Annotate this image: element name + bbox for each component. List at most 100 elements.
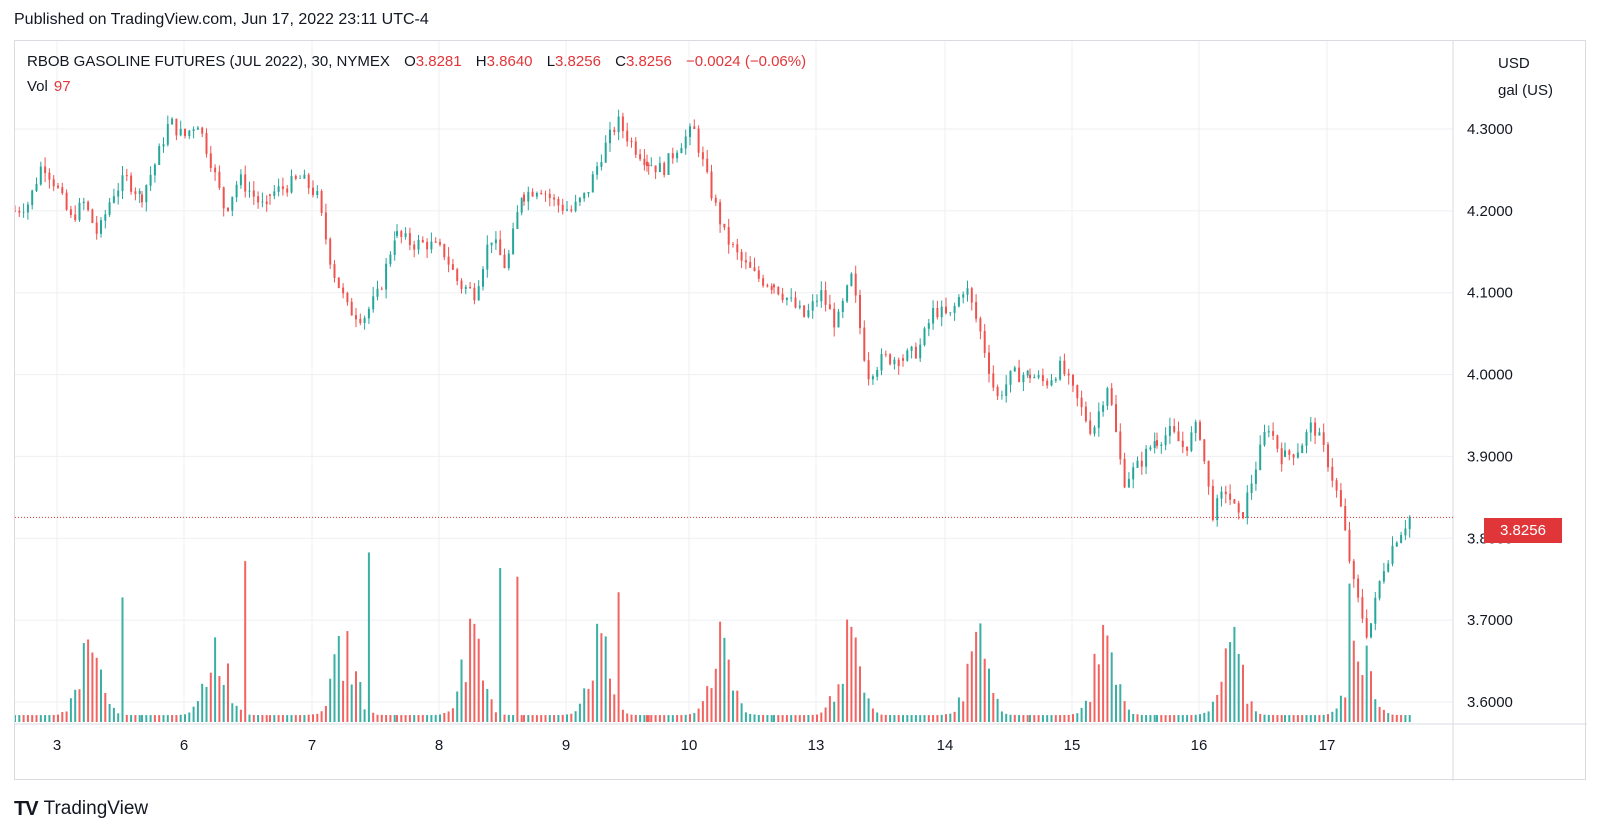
volume-bar [1160, 715, 1163, 722]
volume-bar [1156, 715, 1158, 722]
volume-bar [970, 651, 973, 722]
volume-bar [1026, 715, 1029, 722]
volume-bar [1199, 714, 1201, 722]
volume-bar [833, 701, 836, 722]
volume-bar [893, 715, 896, 722]
volume-bar [196, 701, 199, 722]
volume-bar [329, 678, 332, 722]
volume-bar [1029, 715, 1031, 722]
volume-bar [1314, 715, 1317, 722]
volume-bar [434, 714, 437, 722]
volume-bar [650, 715, 653, 722]
volume-bar [1050, 715, 1053, 722]
volume-bar [1220, 681, 1223, 722]
volume-bar [639, 715, 642, 722]
volume-bar [65, 711, 68, 722]
volume-bar [684, 714, 687, 722]
volume-bar [443, 713, 446, 722]
volume-bar [201, 683, 204, 722]
volume-bar [1322, 714, 1325, 722]
volume-bar [87, 639, 90, 722]
volume-bar [1263, 714, 1266, 722]
volume-bar [919, 715, 922, 722]
volume-bar [544, 715, 547, 722]
volume-bar [906, 715, 909, 722]
volume-bar [408, 715, 411, 722]
volume-bar [134, 715, 137, 722]
volume-bar [257, 715, 260, 722]
volume-bar [1033, 715, 1036, 722]
volume-bar [303, 715, 306, 722]
volume-bar [162, 715, 165, 722]
volume-bar [647, 715, 650, 722]
x-tick-label: 6 [180, 737, 188, 754]
volume-bar [992, 693, 995, 722]
brand-name: TradingView [43, 798, 149, 819]
volume-bar [850, 626, 853, 722]
x-tick-label: 13 [808, 737, 825, 754]
volume-bar [1106, 635, 1109, 722]
volume-bar [57, 714, 59, 722]
volume-bar [385, 715, 388, 722]
volume-bar [1022, 715, 1025, 722]
volume-bar [957, 697, 960, 722]
volume-bar [807, 715, 810, 722]
volume-bar [988, 668, 990, 722]
volume-bar [456, 691, 459, 722]
volume-bar [1164, 715, 1167, 722]
low-label: L [546, 53, 556, 70]
chart-frame[interactable]: 4.30004.20004.10004.00003.90003.80003.70… [14, 40, 1587, 781]
volume-bar [1046, 715, 1049, 722]
volume-bar [48, 715, 51, 722]
volume-bar [714, 668, 717, 722]
volume-bar [1097, 664, 1100, 722]
volume-bar [540, 715, 543, 722]
volume-bar [1190, 715, 1193, 722]
volume-bar [927, 715, 930, 722]
volume-bar [1140, 714, 1143, 722]
volume-bar [1063, 715, 1066, 722]
volume-bar [171, 715, 174, 722]
volume-bar [244, 561, 247, 722]
volume-bar [1370, 671, 1372, 722]
volume-bar [744, 712, 747, 722]
price-chart[interactable]: 4.30004.20004.10004.00003.90003.80003.70… [15, 41, 1587, 781]
volume-bar [587, 688, 590, 722]
volume-bar [770, 715, 773, 722]
volume-value: 97 [53, 78, 71, 95]
y-tick-label: 3.6000 [1467, 694, 1513, 711]
volume-bar [239, 709, 242, 722]
volume-bar [389, 715, 392, 722]
volume-bar [426, 715, 429, 722]
volume-bar [460, 659, 463, 722]
volume-bar [486, 689, 489, 722]
footer-branding[interactable]: TV TradingView [14, 796, 148, 822]
volume-bar [1259, 713, 1262, 722]
volume-bar [1374, 699, 1377, 722]
volume-bar [983, 658, 986, 722]
volume-bar [1242, 664, 1244, 722]
high-value: 3.8640 [486, 53, 533, 70]
volume-bar [566, 714, 568, 722]
volume-bar [277, 715, 280, 722]
volume-bar [477, 638, 480, 722]
volume-bar [413, 715, 416, 722]
volume-bar [261, 715, 264, 722]
x-tick-label: 9 [562, 737, 570, 754]
y-tick-label: 4.1000 [1467, 285, 1513, 302]
volume-bar [1181, 715, 1184, 722]
volume-bar [1246, 703, 1249, 722]
volume-bar [281, 715, 284, 722]
volume-bar [235, 705, 238, 722]
volume-bar [1301, 715, 1304, 722]
volume-bar [209, 672, 212, 722]
volume-bar [820, 712, 823, 722]
volume-bar [18, 715, 21, 722]
volume-bar [966, 663, 969, 722]
volume-bar [35, 715, 38, 722]
volume-bar [557, 715, 560, 722]
x-tick-label: 3 [53, 737, 61, 754]
symbol-name: RBOB GASOLINE FUTURES (JUL 2022), 30, NY… [27, 53, 390, 70]
volume-bar [1331, 711, 1334, 722]
volume-bar [1404, 715, 1407, 722]
